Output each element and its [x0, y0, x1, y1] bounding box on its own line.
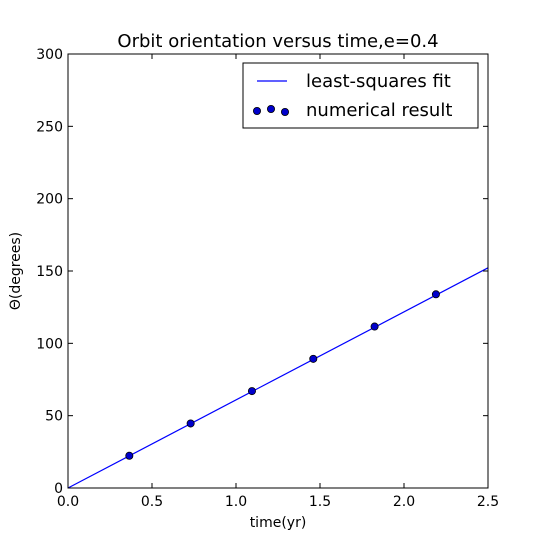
y-axis-label: Θ(degrees) [8, 232, 24, 310]
data-point [125, 451, 134, 460]
y-tick-label: 100 [36, 336, 63, 352]
legend-marker-swatch [280, 108, 289, 117]
y-axis-ticks: 0 50 100 150 200 250 300 [36, 47, 488, 497]
data-point [247, 387, 256, 396]
data-point [370, 322, 379, 331]
legend-box [242, 62, 479, 129]
x-tick-label: 1.0 [225, 494, 247, 510]
x-tick-label: 2.5 [477, 494, 499, 510]
x-tick-label: 1.5 [309, 494, 331, 510]
data-point [309, 354, 318, 363]
y-tick-label: 300 [36, 47, 63, 63]
chart-marks [67, 267, 489, 489]
fit-line [67, 267, 489, 489]
legend: least-squares fit numerical result [242, 62, 479, 129]
legend-marker-swatch [266, 105, 275, 114]
x-tick-label: 2.0 [393, 494, 415, 510]
legend-marker-swatch [252, 107, 261, 116]
y-tick-label: 250 [36, 119, 63, 135]
y-tick-label: 0 [54, 481, 63, 497]
y-tick-label: 150 [36, 264, 63, 280]
y-tick-label: 200 [36, 192, 63, 208]
legend-entry-label: numerical result [306, 100, 452, 121]
x-tick-label: 0.5 [141, 494, 163, 510]
chart-title: Orbit orientation versus time,e=0.4 [117, 31, 438, 52]
legend-entry-label: least-squares fit [306, 71, 451, 92]
x-axis-ticks: 0.0 0.5 1.0 1.5 2.0 2.5 [57, 54, 499, 510]
x-tick-label: 0.0 [57, 494, 79, 510]
data-point [431, 290, 440, 299]
data-point [186, 419, 195, 428]
y-tick-label: 50 [45, 409, 63, 425]
x-axis-label: time(yr) [250, 515, 307, 531]
